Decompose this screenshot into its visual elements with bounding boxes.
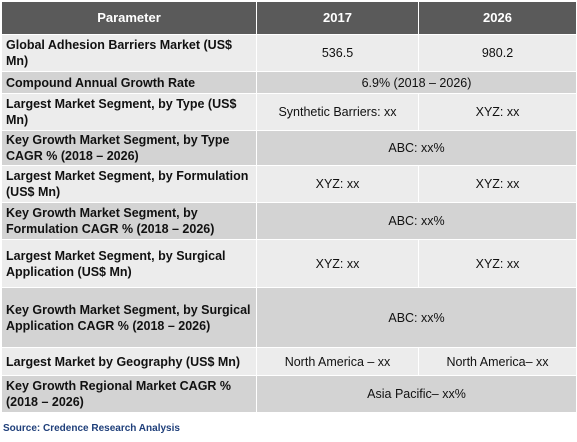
table-row: Largest Market Segment, by Formulation (… xyxy=(1,165,577,203)
value-2017: XYZ: xx xyxy=(256,239,419,288)
merged-value: ABC: xx% xyxy=(256,287,577,348)
merged-value: ABC: xx% xyxy=(256,130,577,166)
row-label: Key Growth Market Segment, by Surgical A… xyxy=(1,287,257,348)
value-2026: North America– xx xyxy=(418,347,577,376)
header-2017: 2017 xyxy=(256,1,419,35)
value-2017: North America – xx xyxy=(256,347,419,376)
header-2026: 2026 xyxy=(418,1,577,35)
header-row: Parameter 2017 2026 xyxy=(1,1,577,35)
row-label: Key Growth Market Segment, by Type CAGR … xyxy=(1,130,257,166)
merged-value: 6.9% (2018 – 2026) xyxy=(256,71,577,94)
table-row: Largest Market Segment, by Surgical Appl… xyxy=(1,239,577,288)
table-row: Key Growth Market Segment, by Surgical A… xyxy=(1,287,577,348)
table-row: Largest Market Segment, by Type (US$ Mn)… xyxy=(1,93,577,131)
table-row: Largest Market by Geography (US$ Mn) Nor… xyxy=(1,347,577,376)
row-label: Largest Market Segment, by Type (US$ Mn) xyxy=(1,93,257,131)
value-2026: XYZ: xx xyxy=(418,239,577,288)
value-2026: 980.2 xyxy=(418,34,577,72)
merged-value: ABC: xx% xyxy=(256,202,577,240)
value-2017: 536.5 xyxy=(256,34,419,72)
table-row: Key Growth Market Segment, by Formulatio… xyxy=(1,202,577,240)
table-row: Key Growth Regional Market CAGR % (2018 … xyxy=(1,375,577,413)
value-2017: Synthetic Barriers: xx xyxy=(256,93,419,131)
row-label: Largest Market by Geography (US$ Mn) xyxy=(1,347,257,376)
market-summary-table: Parameter 2017 2026 Global Adhesion Barr… xyxy=(1,1,577,413)
row-label: Largest Market Segment, by Surgical Appl… xyxy=(1,239,257,288)
value-2026: XYZ: xx xyxy=(418,93,577,131)
row-label: Key Growth Regional Market CAGR % (2018 … xyxy=(1,375,257,413)
row-label: Compound Annual Growth Rate xyxy=(1,71,257,94)
row-label: Largest Market Segment, by Formulation (… xyxy=(1,165,257,203)
row-label: Global Adhesion Barriers Market (US$ Mn) xyxy=(1,34,257,72)
value-2017: XYZ: xx xyxy=(256,165,419,203)
value-2026: XYZ: xx xyxy=(418,165,577,203)
source-note: Source: Credence Research Analysis xyxy=(3,423,180,434)
merged-value: Asia Pacific– xx% xyxy=(256,375,577,413)
table-row: Compound Annual Growth Rate 6.9% (2018 –… xyxy=(1,71,577,94)
table-row: Key Growth Market Segment, by Type CAGR … xyxy=(1,130,577,166)
header-parameter: Parameter xyxy=(1,1,257,35)
row-label: Key Growth Market Segment, by Formulatio… xyxy=(1,202,257,240)
table-row: Global Adhesion Barriers Market (US$ Mn)… xyxy=(1,34,577,72)
